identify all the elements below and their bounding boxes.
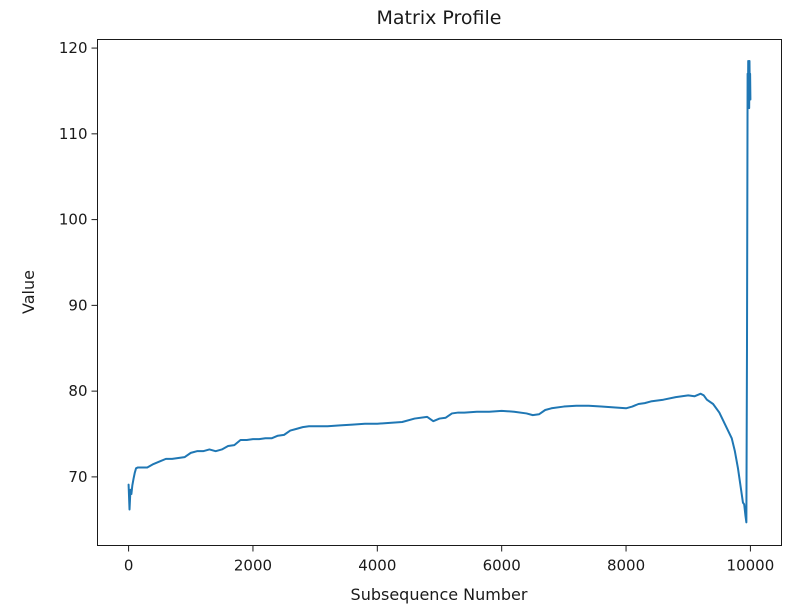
- y-axis-ticks: 70 80 90 100 110 120: [59, 39, 98, 486]
- chart-title: Matrix Profile: [377, 7, 502, 29]
- y-tick-label: 100: [59, 211, 88, 229]
- y-tick-label: 90: [68, 296, 87, 314]
- x-tick-label: 6000: [483, 557, 521, 575]
- y-tick-label: 110: [59, 125, 88, 143]
- plot-area-frame: [97, 39, 782, 546]
- y-tick-label: 80: [68, 382, 87, 400]
- y-axis-label: Value: [19, 270, 38, 314]
- x-tick-label: 8000: [607, 557, 645, 575]
- x-axis-label: Subsequence Number: [351, 585, 528, 604]
- x-axis-ticks: 0 2000 4000 6000 8000 10000: [124, 545, 775, 575]
- x-tick-label: 0: [124, 557, 134, 575]
- x-tick-label: 4000: [358, 557, 396, 575]
- series-line: [127, 59, 752, 524]
- x-tick-label: 2000: [234, 557, 272, 575]
- y-tick-label: 120: [59, 39, 88, 57]
- x-tick-label: 10000: [727, 557, 775, 575]
- y-tick-label: 70: [68, 468, 87, 486]
